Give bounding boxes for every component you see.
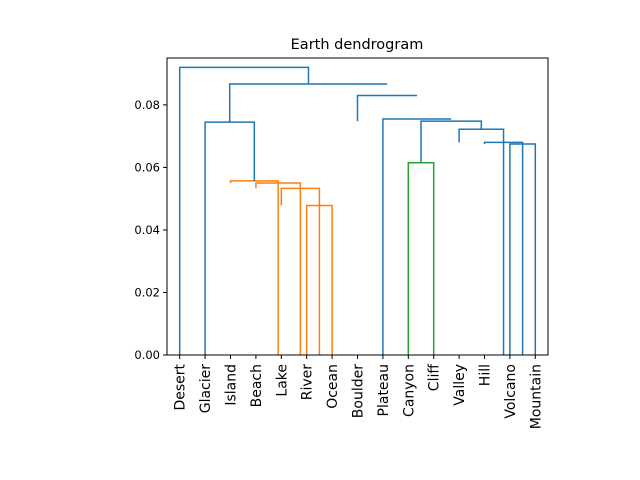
y-tick-label: 0.04 — [134, 223, 160, 237]
x-axis: Desert Glacier Island Beach Lake River Ocean Bo… — [173, 355, 544, 429]
y-axis: 0.00 0.02 0.04 0.06 0.08 — [134, 98, 167, 362]
y-tick-label: 0.06 — [134, 160, 160, 174]
dendrogram-link — [228, 83, 388, 123]
leaf-label: Boulder — [351, 364, 367, 418]
leaf-label: Hill — [478, 364, 494, 386]
dendrogram-link — [382, 118, 452, 355]
leaf-label: Lake — [274, 364, 290, 397]
leaf-label: Valley — [452, 364, 468, 406]
leaf-label: Beach — [249, 364, 265, 407]
y-tick-label: 0.00 — [134, 348, 160, 362]
dendrogram-link — [178, 66, 310, 355]
leaf-label: Glacier — [198, 364, 214, 414]
chart-title: Earth dendrogram — [291, 37, 424, 53]
dendrogram-link — [229, 180, 279, 355]
dendrogram-link — [420, 120, 483, 163]
y-tick-label: 0.02 — [134, 285, 160, 299]
leaf-label: River — [300, 364, 316, 401]
dendrogram-link — [356, 94, 418, 122]
leaf-label: Plateau — [376, 364, 392, 416]
plot-frame — [166, 57, 549, 356]
leaf-label: Island — [224, 364, 240, 406]
leaf-label: Desert — [173, 363, 189, 410]
dendrogram-link — [407, 161, 435, 355]
y-tick-label: 0.08 — [134, 98, 160, 112]
leaf-label: Cliff — [427, 364, 443, 392]
leaf-label: Volcano — [503, 364, 519, 419]
leaf-label: Canyon — [401, 364, 417, 417]
link-layer — [178, 66, 537, 355]
dendrogram-link — [458, 128, 505, 355]
leaf-label: Mountain — [528, 364, 544, 429]
dendrogram-link — [204, 121, 256, 355]
leaf-label: Ocean — [325, 364, 341, 409]
